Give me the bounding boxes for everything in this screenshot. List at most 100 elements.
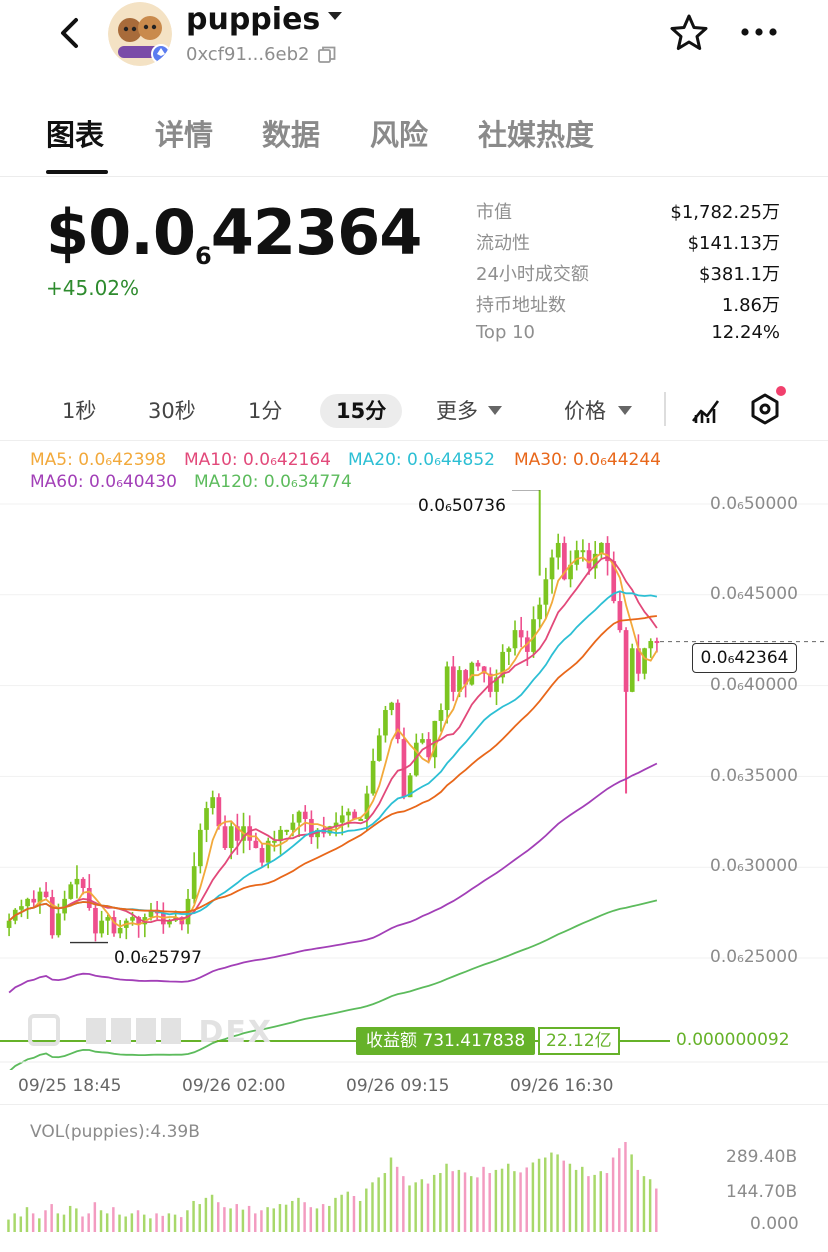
volume-bar <box>198 1204 201 1232</box>
candle-body <box>62 898 67 914</box>
candle-body <box>512 630 518 649</box>
candle-body <box>105 917 111 921</box>
volume-bar <box>562 1160 565 1232</box>
token-name[interactable]: puppies <box>186 2 321 37</box>
tab-social[interactable]: 社媒热度 <box>478 118 595 152</box>
candle-body <box>309 818 314 838</box>
settings-icon[interactable] <box>748 392 782 426</box>
candle-body <box>259 848 265 863</box>
candle-body <box>235 826 240 841</box>
volume-bar <box>247 1205 251 1232</box>
stat-value-top10: 12.24% <box>711 322 780 343</box>
candle-body <box>580 550 586 553</box>
candle-body <box>543 579 549 605</box>
candle-body <box>167 920 172 925</box>
volume-bar <box>155 1213 158 1232</box>
candle-body <box>617 601 623 631</box>
ma20-legend: MA20: 0.0₆44852 <box>348 450 495 470</box>
candle-body <box>130 917 135 921</box>
volume-bar <box>494 1169 498 1232</box>
stat-label-volume: 24小时成交额 <box>476 264 589 285</box>
candle-body <box>555 542 561 558</box>
volume-bar <box>439 1173 442 1232</box>
ma60-line <box>8 762 658 994</box>
tab-data[interactable]: 数据 <box>262 118 321 152</box>
low-price-label: 0.0₆25797 <box>114 948 202 968</box>
volume-bar <box>642 1176 646 1232</box>
volume-bar <box>62 1214 66 1232</box>
price-caret-icon <box>618 406 632 415</box>
volume-bar <box>179 1217 183 1232</box>
stat-label-holders: 持币地址数 <box>476 295 566 316</box>
timeframe-1m[interactable]: 1分 <box>248 399 283 423</box>
candle-body <box>549 557 555 580</box>
candle-body <box>494 677 499 692</box>
volume-bar <box>124 1216 127 1232</box>
volume-bar <box>217 1202 220 1232</box>
volume-bar <box>519 1172 522 1232</box>
volume-bar <box>408 1185 411 1232</box>
tab-risk[interactable]: 风险 <box>370 118 429 152</box>
tab-chart[interactable]: 图表 <box>46 118 105 152</box>
candle-body <box>395 702 401 740</box>
chart-type-price[interactable]: 价格 <box>564 399 606 423</box>
candle-body <box>228 826 234 849</box>
y-tick-label: 0.0₆25000 <box>710 947 798 967</box>
token-avatar <box>108 2 172 66</box>
star-icon[interactable] <box>668 12 710 54</box>
tab-details[interactable]: 详情 <box>155 118 214 152</box>
profit-label: 收益额 731.417838 <box>356 1027 536 1055</box>
candle-body <box>599 542 604 554</box>
back-arrow-icon[interactable] <box>54 14 88 52</box>
candle-body <box>463 670 468 685</box>
volume-bar <box>223 1207 226 1232</box>
more-icon[interactable] <box>738 22 780 42</box>
candle-body <box>654 641 660 644</box>
candle-body <box>136 917 141 925</box>
x-tick-label: 09/26 16:30 <box>510 1076 614 1096</box>
copy-icon[interactable] <box>318 46 336 64</box>
volume-bar <box>136 1210 140 1232</box>
timeframe-more[interactable]: 更多 <box>436 399 478 423</box>
candle-body <box>49 897 55 936</box>
volume-bar <box>648 1179 652 1232</box>
candle-body <box>537 604 543 620</box>
volume-bar <box>402 1176 405 1232</box>
candle-body <box>278 829 283 841</box>
volume-bar <box>414 1182 417 1232</box>
candle-body <box>450 666 456 692</box>
volume-bar <box>482 1166 485 1232</box>
candle-body <box>198 829 203 867</box>
indicator-icon[interactable] <box>690 393 722 425</box>
volume-bar <box>587 1176 590 1232</box>
ma5-legend: MA5: 0.0₆42398 <box>30 450 167 470</box>
volume-tick-label: 289.40B <box>726 1147 798 1167</box>
candle-body <box>339 815 345 823</box>
candle-body <box>6 920 12 928</box>
candle-body <box>86 887 92 908</box>
volume-bar <box>31 1213 35 1232</box>
token-dropdown-icon[interactable] <box>328 12 342 20</box>
candle-body <box>111 917 117 934</box>
candle-body <box>629 648 635 692</box>
candle-body <box>272 840 277 843</box>
volume-bar <box>568 1163 572 1232</box>
volume-bar <box>266 1207 269 1232</box>
timeframe-1s[interactable]: 1秒 <box>62 399 97 423</box>
volume-bar <box>488 1173 491 1232</box>
volume-bar <box>593 1174 596 1232</box>
timeframe-15m[interactable]: 15分 <box>320 394 403 428</box>
volume-chart[interactable] <box>0 1140 700 1236</box>
stat-value-holders: 1.86万 <box>721 295 780 316</box>
candle-body <box>37 891 43 903</box>
volume-bar <box>389 1157 393 1232</box>
volume-bar <box>105 1213 109 1232</box>
volume-bar <box>68 1205 72 1232</box>
volume-bar <box>173 1214 177 1232</box>
volume-bar <box>655 1188 658 1232</box>
candle-body <box>518 630 524 638</box>
volume-divider <box>0 1104 828 1105</box>
price-chart[interactable] <box>0 490 828 1070</box>
volume-bar <box>112 1207 115 1232</box>
timeframe-30s[interactable]: 30秒 <box>148 399 196 423</box>
